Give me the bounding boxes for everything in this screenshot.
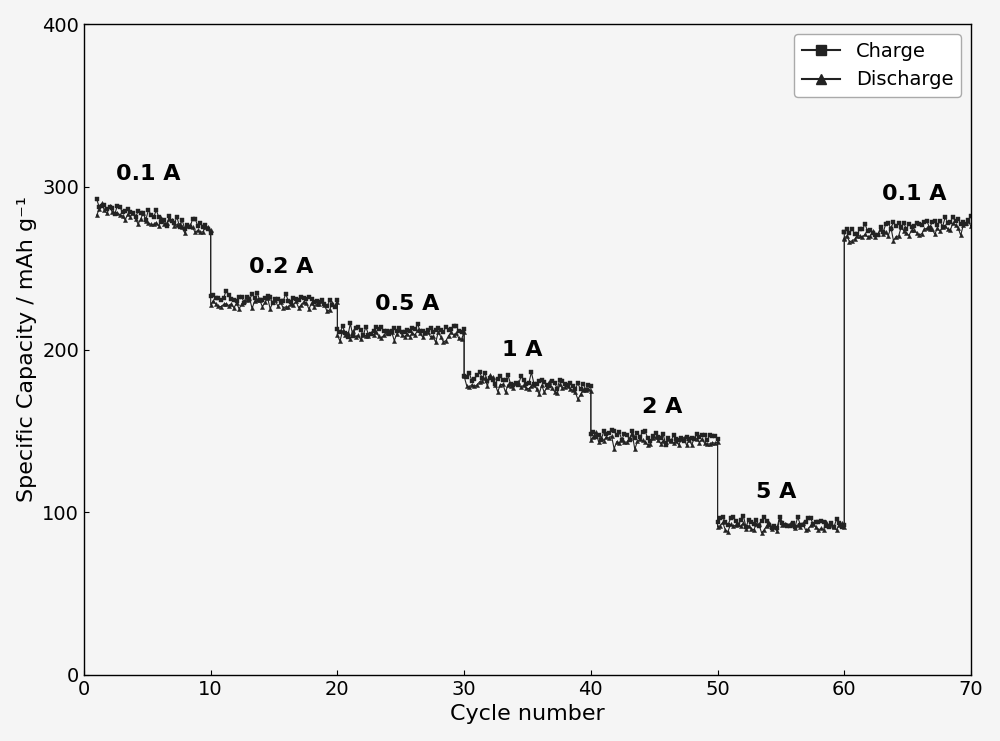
Discharge: [246, 304, 258, 313]
Text: 1 A: 1 A: [502, 340, 543, 360]
Text: 5 A: 5 A: [756, 482, 796, 502]
Discharge: [885, 223, 897, 232]
Discharge: [965, 222, 977, 231]
Discharge: [825, 519, 837, 528]
Y-axis label: Specific Capacity / mAh g⁻¹: Specific Capacity / mAh g⁻¹: [17, 196, 37, 502]
Charge: [91, 195, 103, 204]
Line: Charge: Charge: [95, 197, 973, 530]
Text: 0.1 A: 0.1 A: [882, 184, 947, 204]
Discharge: [344, 334, 356, 343]
Charge: [823, 523, 835, 532]
Text: 0.5 A: 0.5 A: [375, 294, 440, 314]
Discharge: [91, 211, 103, 220]
Charge: [965, 212, 977, 221]
Discharge: [771, 527, 783, 536]
Charge: [766, 523, 778, 532]
Charge: [771, 523, 783, 532]
X-axis label: Cycle number: Cycle number: [450, 705, 605, 725]
Text: 2 A: 2 A: [642, 397, 682, 417]
Legend: Charge, Discharge: Charge, Discharge: [794, 34, 961, 97]
Line: Discharge: Discharge: [95, 202, 973, 535]
Discharge: [823, 521, 835, 530]
Charge: [243, 296, 255, 305]
Charge: [820, 522, 832, 531]
Discharge: [756, 528, 768, 537]
Charge: [342, 332, 354, 341]
Text: 0.1 A: 0.1 A: [116, 165, 180, 185]
Charge: [882, 219, 894, 227]
Text: 0.2 A: 0.2 A: [249, 257, 313, 277]
Discharge: [96, 199, 108, 207]
